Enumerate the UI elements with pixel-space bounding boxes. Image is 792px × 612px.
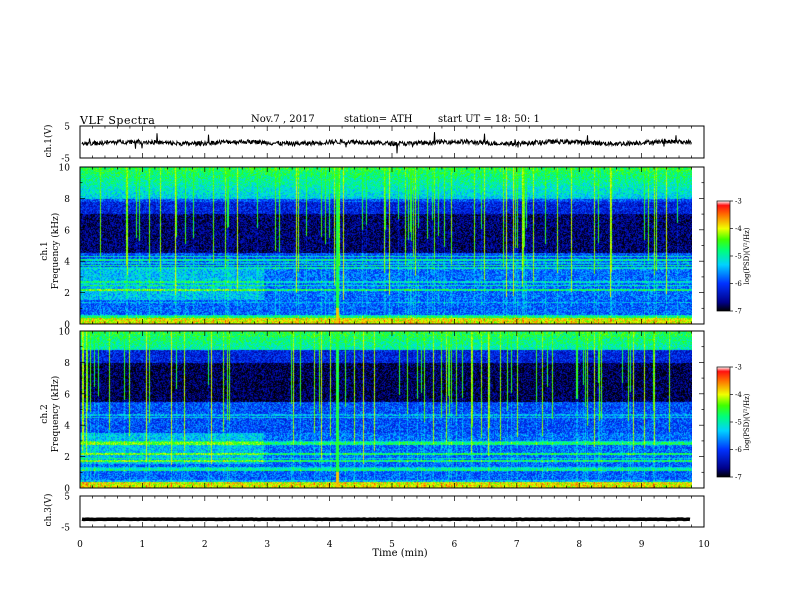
- ch2-colorbar: [716, 366, 731, 478]
- station-label: station= ATH: [344, 114, 413, 125]
- ch1-spectrogram-y-tick-label: 4: [64, 258, 70, 268]
- ch1-colorbar: [716, 200, 731, 312]
- x-tick-label: 8: [576, 540, 582, 550]
- start-time-label: start UT = 18: 50: 1: [438, 114, 540, 125]
- x-tick-label: 1: [140, 540, 146, 550]
- figure-title: VLF Spectra: [80, 114, 156, 127]
- ch3-waveform-y-tick-label: -5: [61, 524, 70, 534]
- ch2-spectrogram-y-tick-label: 2: [64, 453, 70, 463]
- ch1-colorbar-tick-label: -6: [735, 280, 742, 288]
- x-tick-label: 4: [327, 540, 333, 550]
- ch2-colorbar-tick-label: -7: [735, 474, 742, 482]
- ch1-spectrogram-ylabel: ch.1 Frequency (kHz): [40, 212, 61, 290]
- ch2-spectrogram-y-tick-label: 0: [64, 485, 70, 495]
- x-tick-label: 2: [202, 540, 208, 550]
- date-label: Nov.7 , 2017: [251, 114, 315, 125]
- ch3-waveform-ylabel: ch.3(V): [44, 493, 54, 527]
- ch2-spectrogram-y-tick-label: 4: [64, 422, 70, 432]
- ch1-spectrogram-y-tick-label: 8: [64, 195, 70, 205]
- ch1-colorbar-tick-label: -4: [735, 225, 742, 233]
- ch1-colorbar-tick-label: -7: [735, 308, 742, 316]
- x-tick-label: 3: [264, 540, 270, 550]
- ch1-waveform-y-tick-label: -5: [61, 155, 70, 165]
- ch1-spectrogram-frame: [79, 166, 705, 325]
- ch3-waveform-line: [81, 517, 691, 522]
- ch2-colorbar-label: log(PSD)(V²/Hz): [743, 393, 751, 450]
- x-axis-label: Time (min): [372, 548, 428, 559]
- ch1-waveform-y-tick-label: 5: [64, 123, 70, 133]
- ch3-waveform-y-tick-label: 5: [64, 493, 70, 503]
- ch1-spectrogram-y-tick-label: 2: [64, 289, 70, 299]
- ch1-spectrogram-y-tick-label: 0: [64, 321, 70, 331]
- ch2-spectrogram-y-tick-label: 8: [64, 359, 70, 369]
- ch2-colorbar-tick-label: -3: [735, 364, 742, 372]
- ch1-spectrogram-y-tick-label: 6: [64, 226, 70, 236]
- x-tick-label: 0: [77, 540, 83, 550]
- ch2-colorbar-tick-label: -6: [735, 446, 742, 454]
- ch2-spectrogram-frame: [79, 330, 705, 489]
- x-tick-label: 9: [639, 540, 645, 550]
- ch2-colorbar-tick-label: -4: [735, 391, 742, 399]
- ch1-waveform-line: [81, 132, 692, 154]
- ch2-spectrogram-ylabel: ch.2 Frequency (kHz): [40, 375, 61, 453]
- ch1-waveform-ylabel: ch.1(V): [44, 124, 54, 158]
- ch1-spectrogram-image: [80, 167, 692, 324]
- ch2-spectrogram-y-tick-label: 10: [59, 328, 71, 338]
- ch1-colorbar-label: log(PSD)(V²/Hz): [743, 227, 751, 284]
- ch1-colorbar-tick-label: -3: [735, 198, 742, 206]
- x-tick-label: 7: [514, 540, 520, 550]
- ch1-colorbar-tick-label: -5: [735, 253, 742, 261]
- x-tick-label: 6: [452, 540, 458, 550]
- ch2-spectrogram-image: [80, 331, 692, 488]
- ch1-spectrogram-y-tick-label: 10: [59, 164, 71, 174]
- x-tick-label: 10: [698, 540, 710, 550]
- ch2-spectrogram-y-tick-label: 6: [64, 390, 70, 400]
- x-tick-label: 5: [389, 540, 395, 550]
- ch2-colorbar-tick-label: -5: [735, 419, 742, 427]
